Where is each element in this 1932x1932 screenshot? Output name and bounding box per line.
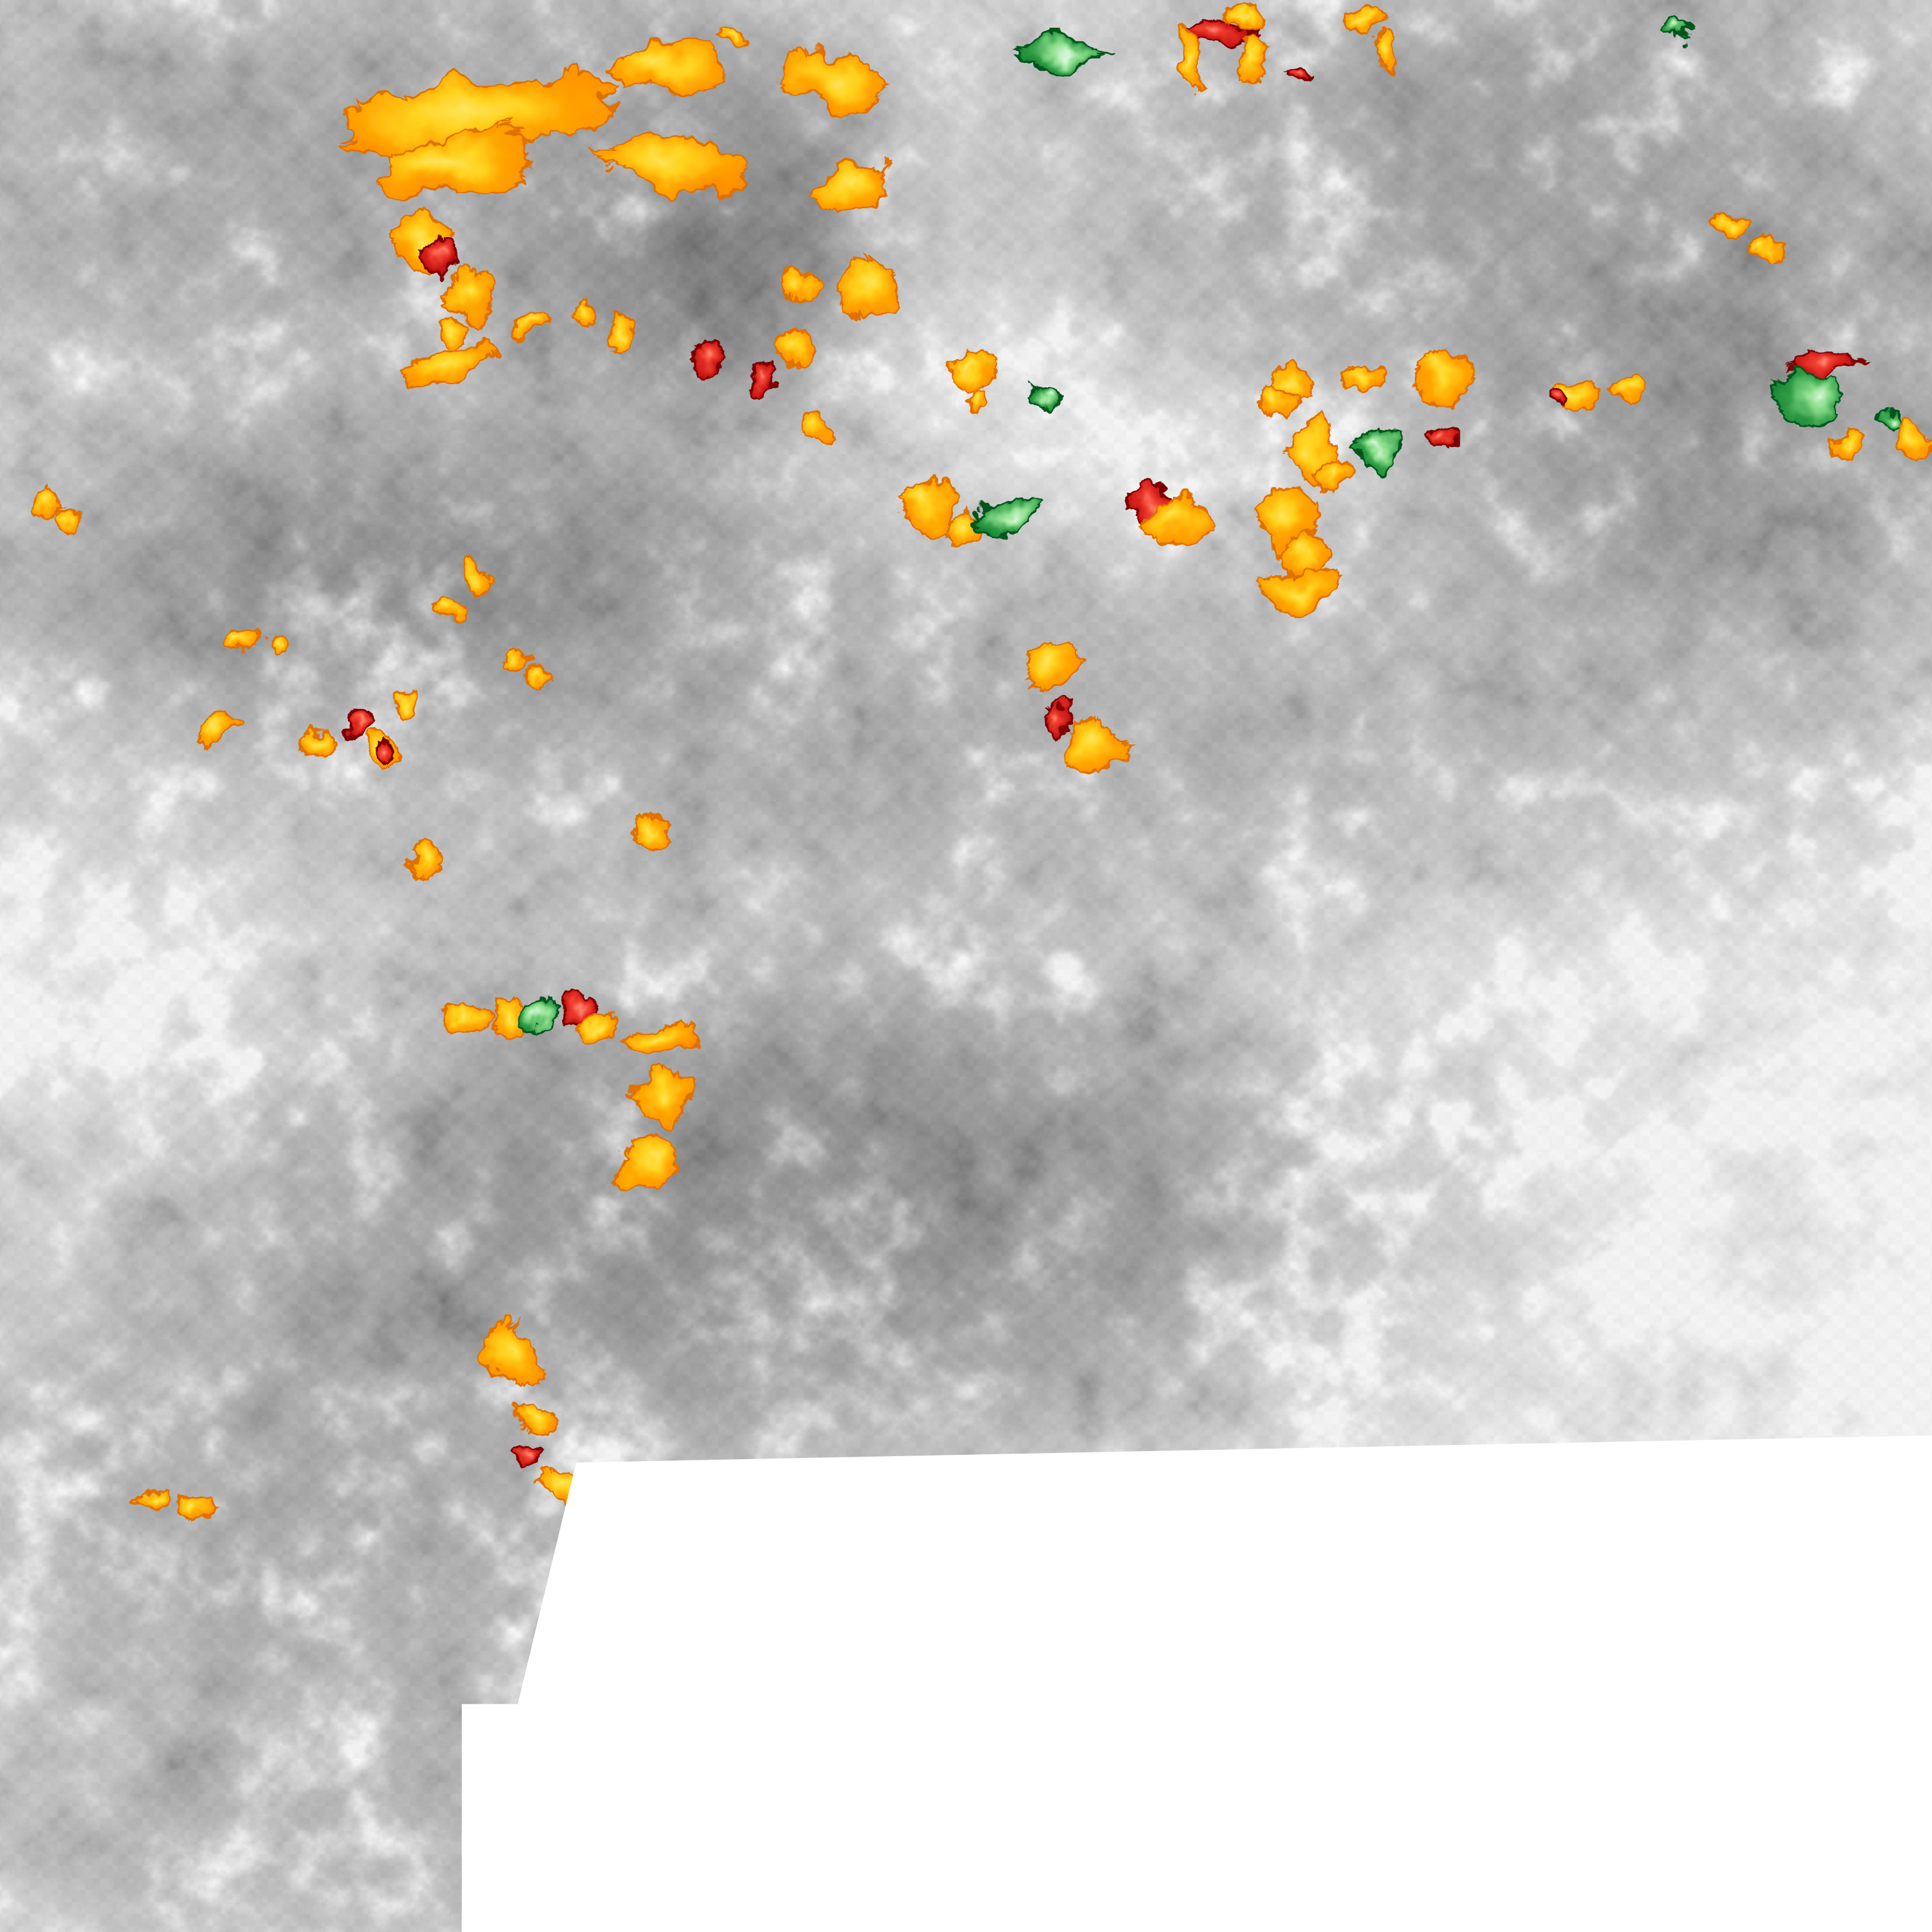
satellite-image-viewport: Satellite Infrared Imagery with Convecti… (0, 0, 1932, 1932)
satellite-basemap (0, 0, 1932, 1932)
